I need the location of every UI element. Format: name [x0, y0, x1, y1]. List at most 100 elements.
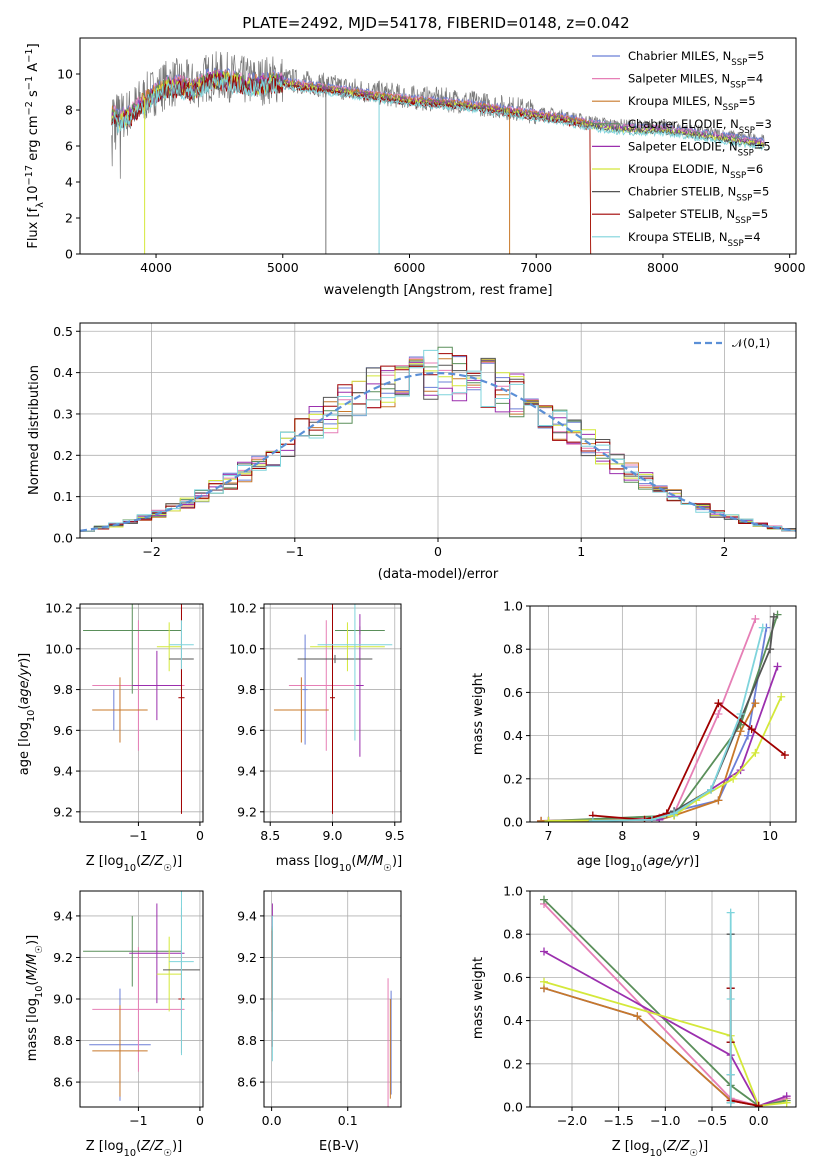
y-tick-label: 8.8: [53, 1033, 73, 1048]
y-tick-label: 9.0: [237, 992, 257, 1007]
y-tick-label: 8.8: [237, 1033, 257, 1048]
x-axis-label: E(B-V): [319, 1139, 359, 1154]
spectrum-plot: [111, 51, 765, 254]
weight-line: [592, 627, 764, 822]
y-tick-label: 10.0: [45, 641, 73, 656]
age-vs-Z-axes: −1 0 9.2 9.4 9.6 9.8 10.0 10.2: [45, 601, 204, 843]
weight-marker: [726, 908, 735, 917]
axes-frame: [529, 605, 797, 823]
x-axis-label: (data-model)/error: [378, 567, 499, 582]
mass-weight-vs-age-axes: 7 8 9 10 0.0 0.2 0.4 0.6 0.8 1.0: [503, 599, 797, 843]
weight-marker: [726, 1098, 735, 1107]
y-tick-label: 9.2: [237, 950, 257, 965]
observed-spectrum: [111, 51, 765, 179]
normal-curve: [80, 371, 796, 532]
mass-vs-Z-plot: [83, 891, 200, 1101]
weight-marker: [751, 614, 760, 623]
weight-marker: [736, 710, 745, 718]
weight-marker: [633, 1012, 642, 1021]
weight-marker: [544, 816, 553, 822]
mass-vs-EBV-axes: 0.0 0.1 8.6 8.8 9.0 9.2 9.4: [237, 890, 402, 1128]
weight-marker: [540, 977, 548, 986]
x-tick-label: 0.0: [749, 1113, 769, 1128]
weight-marker: [729, 774, 738, 783]
legend-entry: Salpeter STELIB, NSSP=5: [628, 207, 768, 226]
y-tick-label: 10.0: [229, 641, 257, 656]
weight-marker: [714, 796, 723, 805]
weight-marker: [707, 785, 716, 794]
x-tick-label: 10: [762, 828, 778, 843]
weight-line: [548, 666, 779, 822]
y-axis-label: age [log10(age/yr)]: [17, 653, 37, 776]
x-tick-label: 2: [720, 544, 728, 559]
mass-vs-Z-axes: −1 0 8.6 8.8 9.0 9.2 9.4: [53, 890, 204, 1128]
weight-marker: [773, 662, 782, 671]
y-tick-label: 1.0: [503, 884, 523, 899]
weight-marker: [777, 692, 786, 701]
y-tick-label: 0.6: [503, 970, 523, 985]
y-tick-label: 0.5: [53, 324, 73, 339]
x-axis-label: Z [log10(Z/Z☉)]: [86, 854, 183, 874]
y-tick-label: 0.8: [503, 642, 523, 657]
y-axis-label: mass weight: [471, 673, 486, 755]
weight-line: [543, 950, 787, 1107]
y-tick-label: 0.0: [503, 815, 523, 830]
weight-marker: [726, 995, 735, 1003]
y-tick-label: 9.8: [237, 682, 257, 697]
age-vs-Z-plot: [83, 604, 194, 814]
spectrum-legend: Chabrier MILES, NSSP=5 Salpeter MILES, NS…: [592, 49, 772, 249]
x-tick-label: 8.5: [260, 828, 280, 843]
y-tick-label: 0.4: [503, 728, 523, 743]
x-tick-label: 9: [692, 828, 700, 843]
mass-weight-vs-age-plot: [537, 610, 789, 822]
y-tick-label: 9.2: [53, 804, 73, 819]
y-axis-label: mass [log10(M/M☉)]: [25, 935, 45, 1061]
legend-entry: Chabrier ELODIE, NSSP=3: [628, 117, 772, 136]
x-tick-label: 8000: [647, 260, 679, 275]
x-tick-label: 9.5: [385, 828, 405, 843]
x-tick-label: −2: [142, 544, 160, 559]
histogram-step: [80, 357, 796, 532]
x-tick-label: −1: [129, 1113, 147, 1128]
legend-entry: Salpeter MILES, NSSP=4: [628, 72, 763, 91]
y-tick-label: 8.6: [237, 1075, 257, 1090]
y-axis-label: mass weight: [471, 957, 486, 1039]
y-tick-label: 9.4: [53, 764, 73, 779]
weight-line: [592, 701, 786, 821]
weight-marker: [766, 645, 775, 654]
x-tick-label: 0.1: [338, 1113, 358, 1128]
legend-entry: Chabrier STELIB, NSSP=5: [628, 185, 769, 204]
weight-line: [543, 903, 787, 1107]
y-tick-label: 9.4: [237, 764, 257, 779]
legend-entry: Chabrier MILES, NSSP=5: [628, 49, 764, 68]
figure-title: PLATE=2492, MJD=54178, FIBERID=0148, z=0…: [242, 14, 629, 32]
weight-marker: [647, 815, 656, 822]
x-tick-label: 7: [544, 828, 552, 843]
weight-marker: [769, 612, 778, 621]
x-tick-label: 9.0: [323, 828, 343, 843]
x-axis-label: Z [log10(Z/Z☉)]: [86, 1139, 183, 1159]
age-vs-mass-axes: 8.5 9.0 9.5 9.2 9.4 9.6 9.8 10.0 10.2: [229, 601, 405, 843]
y-tick-label: 10.2: [45, 601, 73, 616]
y-tick-label: 10: [57, 67, 73, 82]
x-tick-label: −2.0: [557, 1113, 587, 1128]
weight-marker: [588, 816, 597, 822]
y-tick-label: 9.4: [53, 908, 73, 923]
weight-marker: [670, 809, 679, 818]
axes-frame: [79, 603, 204, 823]
x-tick-label: 6000: [394, 260, 426, 275]
mass-vs-EBV-plot: [271, 903, 392, 1107]
x-tick-label: −1: [129, 828, 147, 843]
x-tick-label: −0.5: [697, 1113, 727, 1128]
y-tick-label: 9.4: [237, 908, 257, 923]
y-tick-label: 9.6: [53, 723, 73, 738]
weight-marker: [714, 699, 723, 708]
legend-entry: Kroupa MILES, NSSP=5: [628, 94, 756, 113]
y-tick-label: 0.6: [503, 685, 523, 700]
x-tick-label: 9000: [774, 260, 806, 275]
model-spectrum-line: [111, 69, 592, 254]
x-tick-label: 7000: [520, 260, 552, 275]
weight-marker: [726, 1070, 735, 1079]
y-tick-label: 0.2: [53, 448, 73, 463]
